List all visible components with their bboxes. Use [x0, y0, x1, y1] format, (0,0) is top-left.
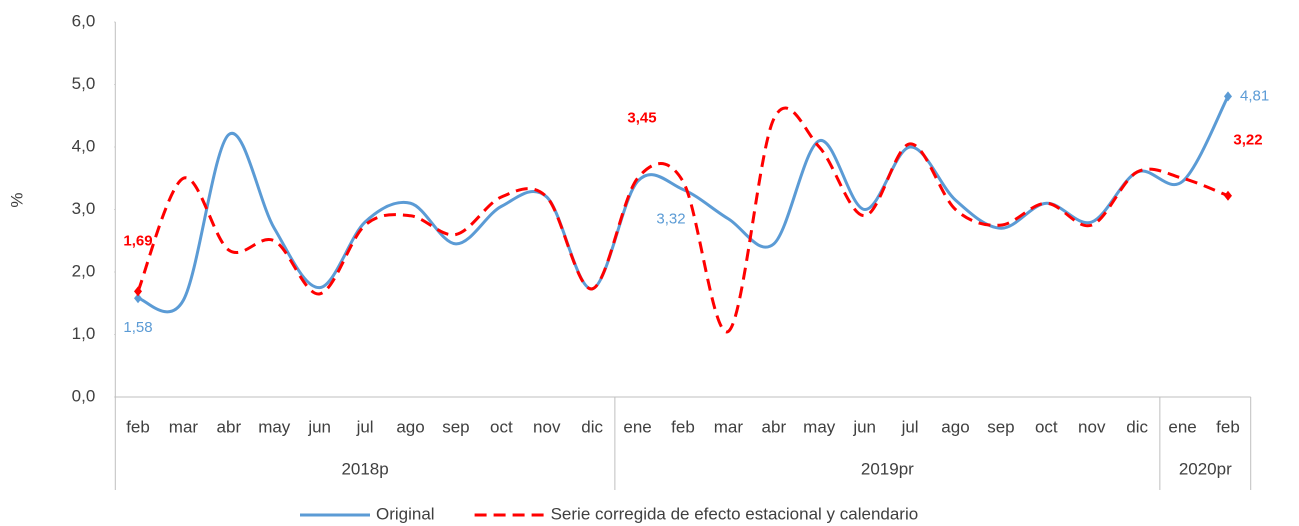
x-tick-label: jul	[901, 417, 919, 436]
x-tick-label: nov	[1078, 417, 1106, 436]
x-tick-label: jun	[852, 417, 876, 436]
group-label: 2018p	[341, 459, 388, 478]
group-label: 2019pr	[861, 459, 914, 478]
y-tick-label: 1,0	[72, 324, 96, 343]
x-tick-label: abr	[762, 417, 787, 436]
x-tick-label: oct	[490, 417, 513, 436]
x-tick-label: sep	[442, 417, 469, 436]
x-tick-label: feb	[126, 417, 150, 436]
data-label: 3,22	[1233, 132, 1262, 149]
data-label: 4,81	[1240, 87, 1269, 104]
x-tick-label: jun	[307, 417, 331, 436]
group-label: 2020pr	[1179, 459, 1232, 478]
marker	[134, 293, 143, 304]
x-tick-label: may	[258, 417, 291, 436]
y-tick-label: 5,0	[72, 74, 96, 93]
x-tick-label: nov	[533, 417, 561, 436]
x-tick-label: ene	[1168, 417, 1196, 436]
x-tick-label: dic	[1126, 417, 1148, 436]
marker	[1223, 91, 1232, 102]
data-label: 1,69	[123, 232, 152, 249]
legend-label: Original	[376, 504, 435, 523]
y-tick-label: 0,0	[72, 386, 96, 405]
x-tick-label: sep	[987, 417, 1014, 436]
x-tick-label: may	[803, 417, 836, 436]
data-label: 1,58	[123, 319, 152, 336]
x-tick-label: feb	[1216, 417, 1240, 436]
series-line	[136, 106, 1229, 333]
x-tick-label: jul	[356, 417, 374, 436]
marker	[134, 286, 143, 297]
x-tick-label: ene	[623, 417, 651, 436]
x-tick-label: mar	[714, 417, 744, 436]
x-tick-label: abr	[217, 417, 242, 436]
x-tick-label: dic	[581, 417, 603, 436]
legend-label: Serie corregida de efecto estacional y c…	[551, 504, 919, 523]
y-tick-label: 4,0	[72, 136, 96, 155]
y-tick-label: 2,0	[72, 261, 96, 280]
x-tick-label: ago	[396, 417, 424, 436]
data-label: 3,45	[627, 109, 656, 126]
x-tick-label: oct	[1035, 417, 1058, 436]
y-tick-label: 6,0	[72, 11, 96, 30]
marker	[1223, 190, 1232, 201]
x-tick-label: mar	[169, 417, 199, 436]
data-label: 3,32	[656, 210, 685, 227]
y-axis-label: %	[7, 192, 26, 207]
x-tick-label: ago	[941, 417, 969, 436]
y-tick-label: 3,0	[72, 199, 96, 218]
x-tick-label: feb	[671, 417, 695, 436]
